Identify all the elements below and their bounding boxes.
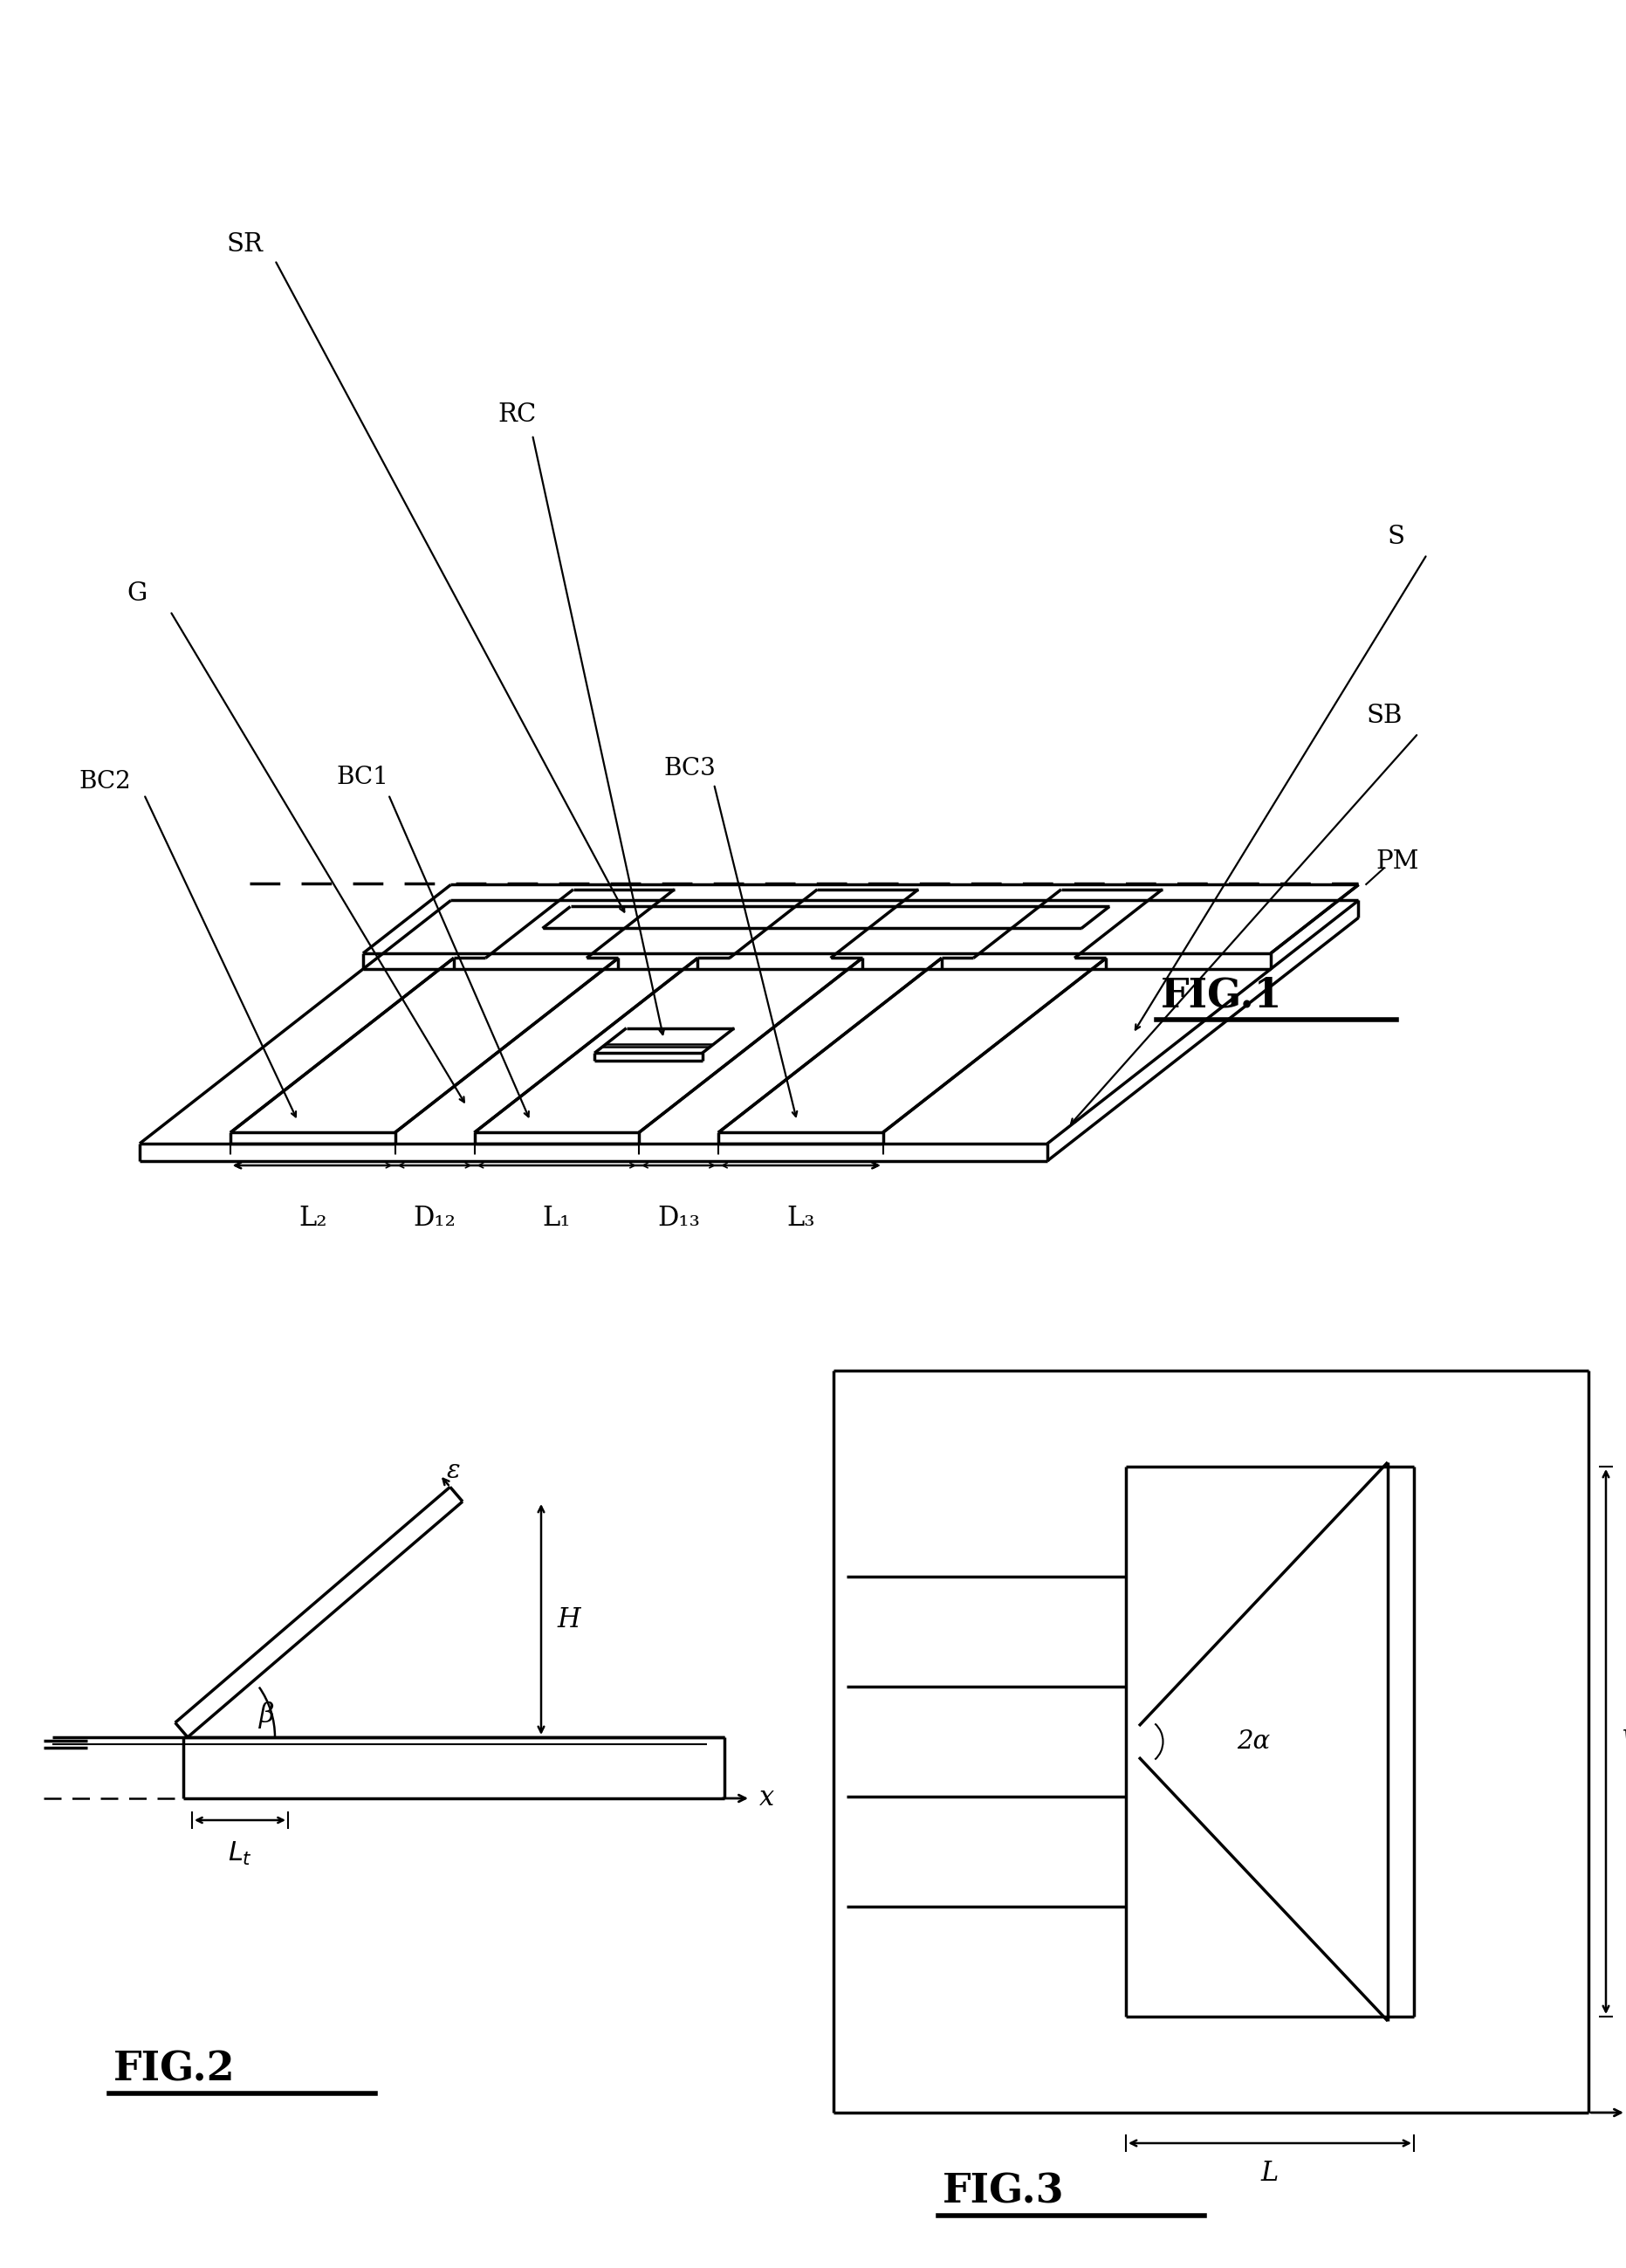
Text: D₁₃: D₁₃ bbox=[657, 1204, 699, 1232]
Text: L₃: L₃ bbox=[787, 1204, 815, 1232]
Text: 2α: 2α bbox=[1237, 1730, 1270, 1753]
Text: H: H bbox=[556, 1606, 580, 1633]
Text: L: L bbox=[1262, 2159, 1278, 2186]
Text: PM: PM bbox=[1376, 848, 1419, 873]
Text: FIG.1: FIG.1 bbox=[1161, 975, 1283, 1016]
Text: S: S bbox=[1387, 524, 1405, 549]
Text: L₁: L₁ bbox=[543, 1204, 571, 1232]
Text: L₂: L₂ bbox=[299, 1204, 327, 1232]
Text: β: β bbox=[259, 1701, 275, 1728]
Text: $L_t$: $L_t$ bbox=[228, 1839, 252, 1867]
Text: FIG.2: FIG.2 bbox=[114, 2048, 236, 2089]
Text: ε: ε bbox=[447, 1458, 460, 1483]
Text: W: W bbox=[1621, 1728, 1626, 1755]
Text: SB: SB bbox=[1366, 703, 1402, 728]
Text: BC3: BC3 bbox=[663, 758, 715, 780]
Text: BC2: BC2 bbox=[78, 769, 130, 794]
Text: SR: SR bbox=[228, 231, 263, 256]
Text: FIG.3: FIG.3 bbox=[943, 2170, 1065, 2211]
Text: RC: RC bbox=[498, 401, 537, 426]
Text: G: G bbox=[127, 581, 146, 606]
Text: D₁₂: D₁₂ bbox=[413, 1204, 455, 1232]
Text: BC1: BC1 bbox=[337, 764, 389, 789]
Text: x: x bbox=[759, 1785, 774, 1812]
